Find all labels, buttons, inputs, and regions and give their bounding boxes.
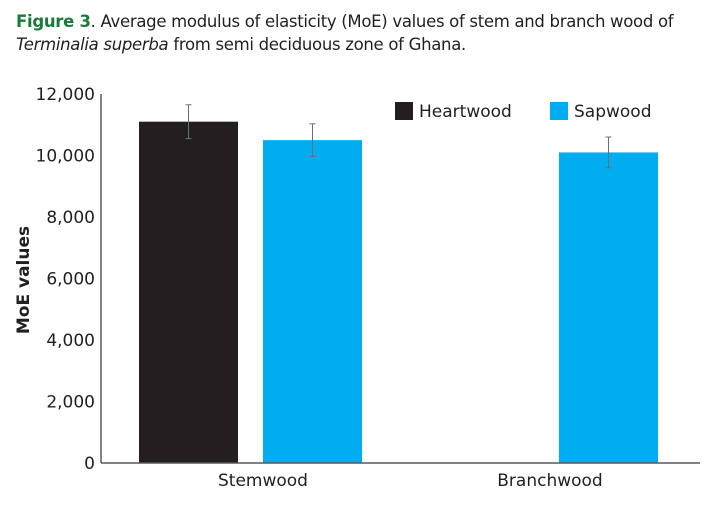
legend-label-sapwood: Sapwood [574,102,652,122]
y-tick-label: 10,000 [36,147,95,167]
y-tick-label: 0 [84,454,95,474]
x-tick-label: Branchwood [497,471,602,491]
y-tick-label: 8,000 [46,208,95,228]
y-tick-label: 4,000 [46,331,95,351]
caption-text-2: from semi deciduous zone of Ghana. [168,35,466,54]
legend-label-heartwood: Heartwood [419,102,512,122]
legend: Heartwood Sapwood [395,102,652,122]
bar-heartwood-stemwood [139,121,238,464]
y-axis-label: MoE values [14,226,34,334]
legend-swatch-sapwood [550,102,568,120]
legend-swatch-heartwood [395,102,413,120]
x-tick-label: Stemwood [218,471,308,491]
y-tick-label: 12,000 [36,85,95,105]
y-tick-label: 6,000 [46,270,95,290]
caption-text-1: . Average modulus of elasticity (MoE) va… [90,12,674,31]
figure-label: Figure 3 [16,12,91,31]
caption-species: Terminalia superba [16,35,169,54]
bar-sapwood-branchwood [559,152,658,464]
y-tick-label: 2,000 [46,393,95,413]
bar-sapwood-stemwood [263,140,362,463]
figure-caption: Figure 3. Average modulus of elasticity … [16,10,706,56]
